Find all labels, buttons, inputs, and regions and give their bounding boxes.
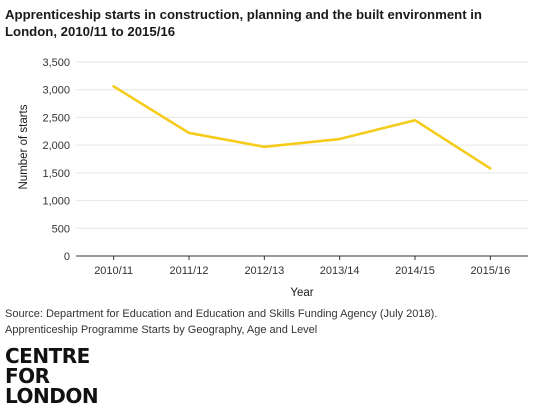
x-tick-label: 2013/14: [320, 265, 360, 277]
series-line-group: [112, 85, 492, 170]
x-tick-label: 2015/16: [470, 265, 510, 277]
y-tick-label: 2,000: [42, 140, 70, 152]
y-axis-label: Number of starts: [18, 104, 30, 189]
y-tick-label: 3,500: [42, 57, 70, 69]
y-tick-label: 0: [64, 251, 70, 263]
y-tick-label: 3,000: [42, 85, 70, 97]
line-chart: 0 500 1,000 1,500 2,000 2,500 3,000 3,500 2010/…: [18, 57, 528, 299]
source-note: Source: Department for Education and Edu…: [5, 306, 535, 338]
chart-title-line-2: London, 2010/11 to 2015/16: [5, 24, 176, 39]
y-tick-label: 1,500: [42, 168, 70, 180]
source-line-1: Source: Department for Education and Edu…: [5, 308, 438, 320]
chart-title-line-1: Apprenticeship starts in construction, p…: [5, 7, 482, 22]
x-tick-label: 2012/13: [244, 265, 284, 277]
x-axis-label: Year: [290, 287, 313, 299]
logo-line-1: CENTRE: [5, 344, 90, 368]
grid-lines: [76, 61, 528, 229]
x-tick-label: 2011/12: [170, 265, 209, 277]
x-tick-label: 2010/11: [94, 265, 133, 277]
x-tick-label: 2014/15: [395, 265, 435, 277]
source-line-2: Apprenticeship Programme Starts by Geogr…: [5, 324, 318, 336]
x-axis-ticks: 2010/11 2011/12 2012/13 2013/14 2014/15 2015/…: [94, 256, 510, 277]
y-tick-label: 1,000: [42, 196, 70, 208]
y-tick-label: 500: [52, 223, 70, 235]
centre-for-london-logo: CENTRE FOR LONDON: [5, 344, 99, 408]
logo-line-3: LONDON: [5, 384, 99, 408]
series-line: [112, 85, 492, 170]
chart-title: Apprenticeship starts in construction, p…: [5, 6, 525, 40]
y-axis-ticks: 0 500 1,000 1,500 2,000 2,500 3,000 3,500: [42, 57, 70, 263]
logo-line-2: FOR: [5, 364, 50, 388]
y-tick-label: 2,500: [42, 112, 70, 124]
